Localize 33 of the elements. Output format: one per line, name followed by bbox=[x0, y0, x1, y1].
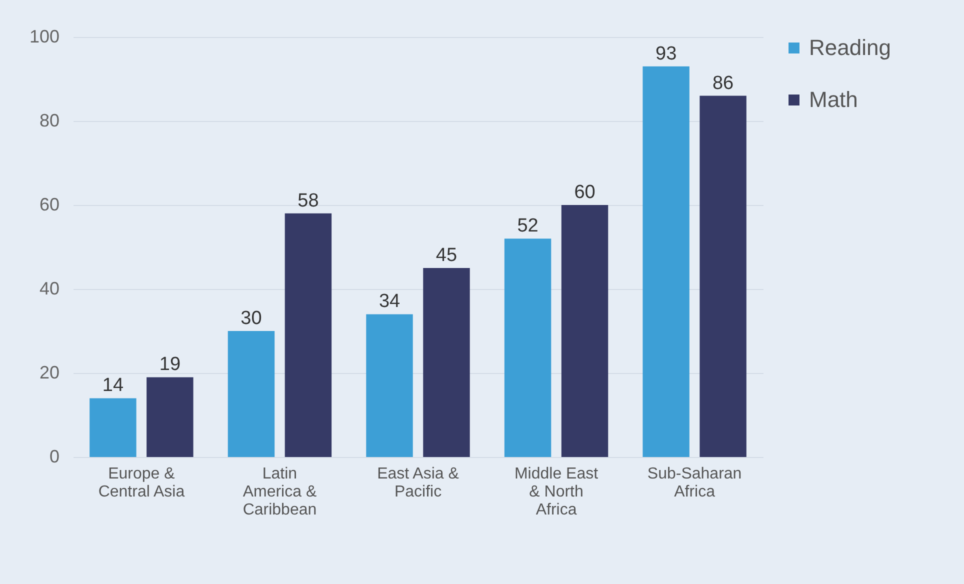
data-label: 86 bbox=[712, 72, 734, 94]
bar bbox=[146, 377, 194, 457]
y-tick-label: 60 bbox=[39, 194, 60, 214]
data-label: 14 bbox=[102, 375, 124, 396]
bar bbox=[504, 238, 552, 457]
bar bbox=[284, 213, 332, 457]
data-label: 30 bbox=[240, 308, 262, 329]
x-tick-label: Europe & Central Asia bbox=[98, 466, 185, 500]
bar bbox=[228, 331, 275, 457]
data-label: 93 bbox=[655, 43, 677, 64]
data-label: 52 bbox=[517, 216, 538, 237]
data-label: 58 bbox=[298, 190, 319, 212]
data-label: 60 bbox=[574, 182, 596, 203]
y-tick-label: 0 bbox=[49, 446, 60, 466]
x-tick-label: East Asia & Pacific bbox=[377, 466, 460, 500]
x-tick-label: Middle East & North Africa bbox=[514, 466, 599, 518]
legend-label: Math bbox=[809, 87, 858, 112]
y-tick-label: 100 bbox=[29, 26, 60, 46]
y-tick-label: 40 bbox=[39, 278, 60, 298]
legend-label: Reading bbox=[809, 35, 891, 60]
bar bbox=[366, 314, 413, 457]
x-tick-label: Sub-Saharan Africa bbox=[647, 466, 742, 500]
data-label: 45 bbox=[436, 245, 458, 266]
bar bbox=[700, 96, 746, 457]
bar bbox=[561, 205, 608, 457]
x-tick-label: Latin America & Caribbean bbox=[242, 466, 317, 518]
bar bbox=[642, 66, 690, 457]
bar bbox=[423, 268, 470, 457]
y-tick-label: 20 bbox=[39, 362, 60, 382]
data-label: 19 bbox=[159, 354, 181, 376]
bar bbox=[90, 398, 136, 457]
y-tick-label: 80 bbox=[39, 110, 60, 130]
data-label: 34 bbox=[378, 291, 401, 312]
